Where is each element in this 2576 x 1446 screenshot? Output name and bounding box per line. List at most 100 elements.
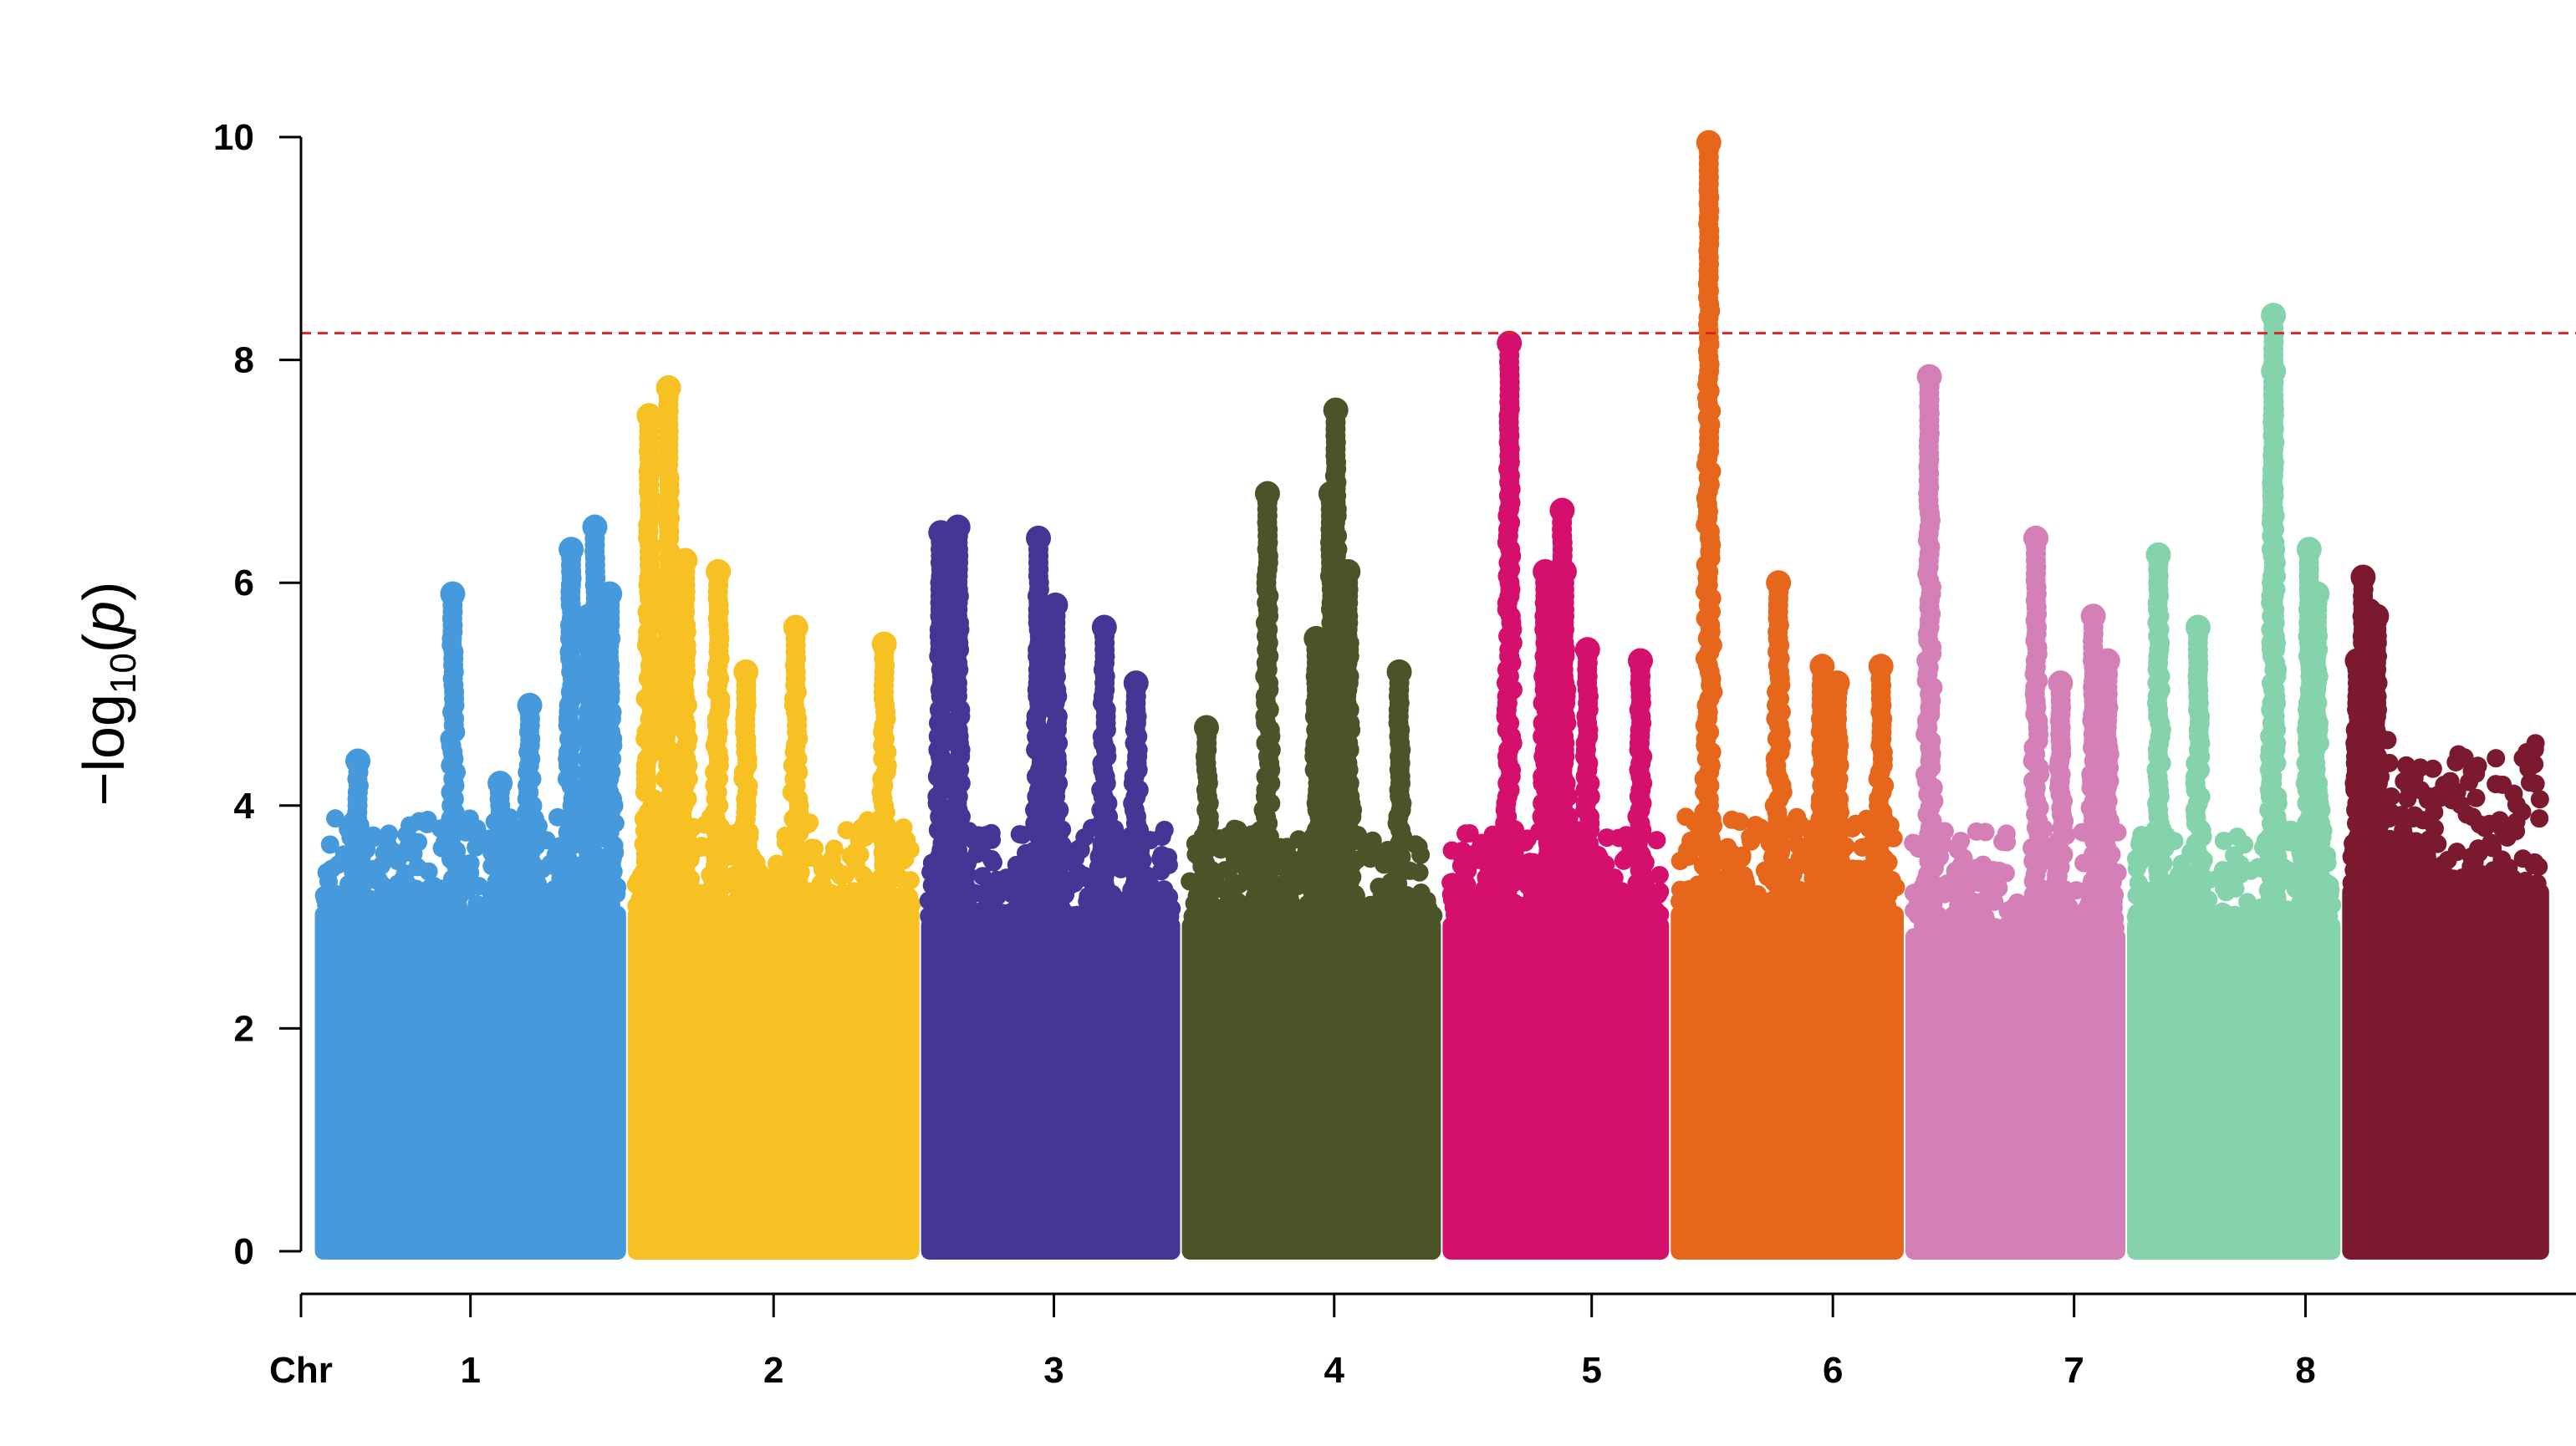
snp-point xyxy=(2507,795,2526,814)
peak-point xyxy=(2185,614,2211,640)
snp-point xyxy=(1941,919,1960,938)
snp-point xyxy=(973,867,992,886)
snp-point xyxy=(326,809,345,828)
peak-point xyxy=(1824,670,1850,696)
snp-point xyxy=(548,807,567,827)
peak-point xyxy=(2350,564,2376,590)
snp-point xyxy=(1446,905,1465,924)
snp-point xyxy=(2530,790,2549,809)
snp-point xyxy=(1458,861,1477,880)
snp-point xyxy=(2408,760,2427,779)
snp-point xyxy=(373,888,392,907)
snp-point xyxy=(1370,892,1390,911)
snp-point xyxy=(2480,814,2499,833)
snp-point xyxy=(1979,883,1998,902)
snp-point xyxy=(393,892,412,911)
chromosome-6-dense-points xyxy=(1671,905,1904,1260)
peak-point xyxy=(2304,581,2330,607)
chromosome-7-points xyxy=(1904,364,2127,1260)
snp-point xyxy=(2530,809,2549,828)
snp-point xyxy=(845,843,865,862)
snp-point xyxy=(2487,775,2506,794)
snp-point xyxy=(1614,851,1633,870)
snp-point xyxy=(1227,825,1247,844)
peak-point xyxy=(1323,397,1349,423)
snp-point xyxy=(1966,822,1986,841)
snp-point xyxy=(2231,855,2250,874)
snp-point xyxy=(1734,867,1753,886)
chromosome-6-points xyxy=(1671,130,1905,1260)
snp-point xyxy=(1990,861,2009,880)
snp-point xyxy=(1650,882,1670,901)
peak-point xyxy=(1386,659,1412,685)
chromosome-8-dense-points xyxy=(2127,917,2341,1260)
peak-point xyxy=(582,514,608,540)
peak-point xyxy=(672,547,698,573)
snp-point xyxy=(2425,802,2444,822)
snp-point xyxy=(982,849,1001,868)
chromosome-5-points xyxy=(1441,330,1670,1260)
chromosome-1-dense-points xyxy=(314,905,626,1260)
snp-point xyxy=(1752,894,1772,913)
chromosome-1-points xyxy=(314,514,627,1260)
peak-point xyxy=(1533,558,1558,584)
snp-point xyxy=(2528,873,2547,893)
snp-point xyxy=(2239,904,2258,923)
snp-point xyxy=(2525,755,2544,774)
snp-point xyxy=(1289,904,1308,923)
peak-point xyxy=(2145,542,2171,568)
snp-point xyxy=(831,867,850,886)
snp-point xyxy=(394,869,413,888)
snp-point xyxy=(2395,771,2414,791)
snp-point xyxy=(1155,820,1174,839)
snp-point xyxy=(320,835,339,854)
snp-point xyxy=(982,823,1001,843)
peak-point xyxy=(487,771,513,797)
peak-point xyxy=(1091,614,1117,640)
snp-point xyxy=(1442,841,1461,860)
peak-point xyxy=(1193,715,1219,741)
peak-point xyxy=(945,514,971,540)
snp-point xyxy=(2129,873,2148,893)
snp-point xyxy=(2389,874,2408,894)
peak-point xyxy=(1809,654,1835,680)
snp-point xyxy=(1152,846,1171,865)
peak-point xyxy=(1916,364,1942,390)
snp-point xyxy=(1951,832,1971,851)
snp-point xyxy=(1068,908,1087,927)
snp-point xyxy=(805,838,824,858)
snp-point xyxy=(2398,789,2417,808)
chromosome-3-dense-points xyxy=(921,917,1181,1260)
snp-point xyxy=(897,831,916,850)
chromosome-2-points xyxy=(626,374,921,1260)
snp-point xyxy=(1468,907,1487,926)
peak-point xyxy=(2261,303,2287,328)
chromosome-7-dense-points xyxy=(1905,928,2126,1260)
snp-point xyxy=(2459,866,2478,885)
snp-point xyxy=(1681,896,1701,915)
snp-point xyxy=(1151,862,1171,881)
snp-point xyxy=(1112,848,1131,867)
snp-point xyxy=(2469,843,2488,863)
peak-point xyxy=(783,614,809,640)
snp-point xyxy=(1289,830,1308,849)
chromosome-5-dense-points xyxy=(1442,917,1670,1260)
chromosome-9-points xyxy=(2342,564,2549,1260)
snp-point xyxy=(2428,834,2447,853)
peak-point xyxy=(706,558,732,584)
peak-point xyxy=(2080,603,2106,629)
snp-point xyxy=(404,843,423,862)
snp-point xyxy=(1238,855,1257,874)
snp-point xyxy=(1976,908,1995,927)
snp-point xyxy=(410,812,429,831)
snp-point xyxy=(1956,909,1976,929)
snp-point xyxy=(1361,849,1380,868)
peak-point xyxy=(559,537,584,563)
snp-point xyxy=(1073,868,1092,887)
snp-point xyxy=(1409,838,1428,857)
peak-point xyxy=(1026,525,1052,551)
snp-point xyxy=(315,889,334,909)
snp-point xyxy=(418,890,437,909)
chromosome-3-points xyxy=(919,514,1181,1260)
snp-point xyxy=(2216,883,2236,902)
